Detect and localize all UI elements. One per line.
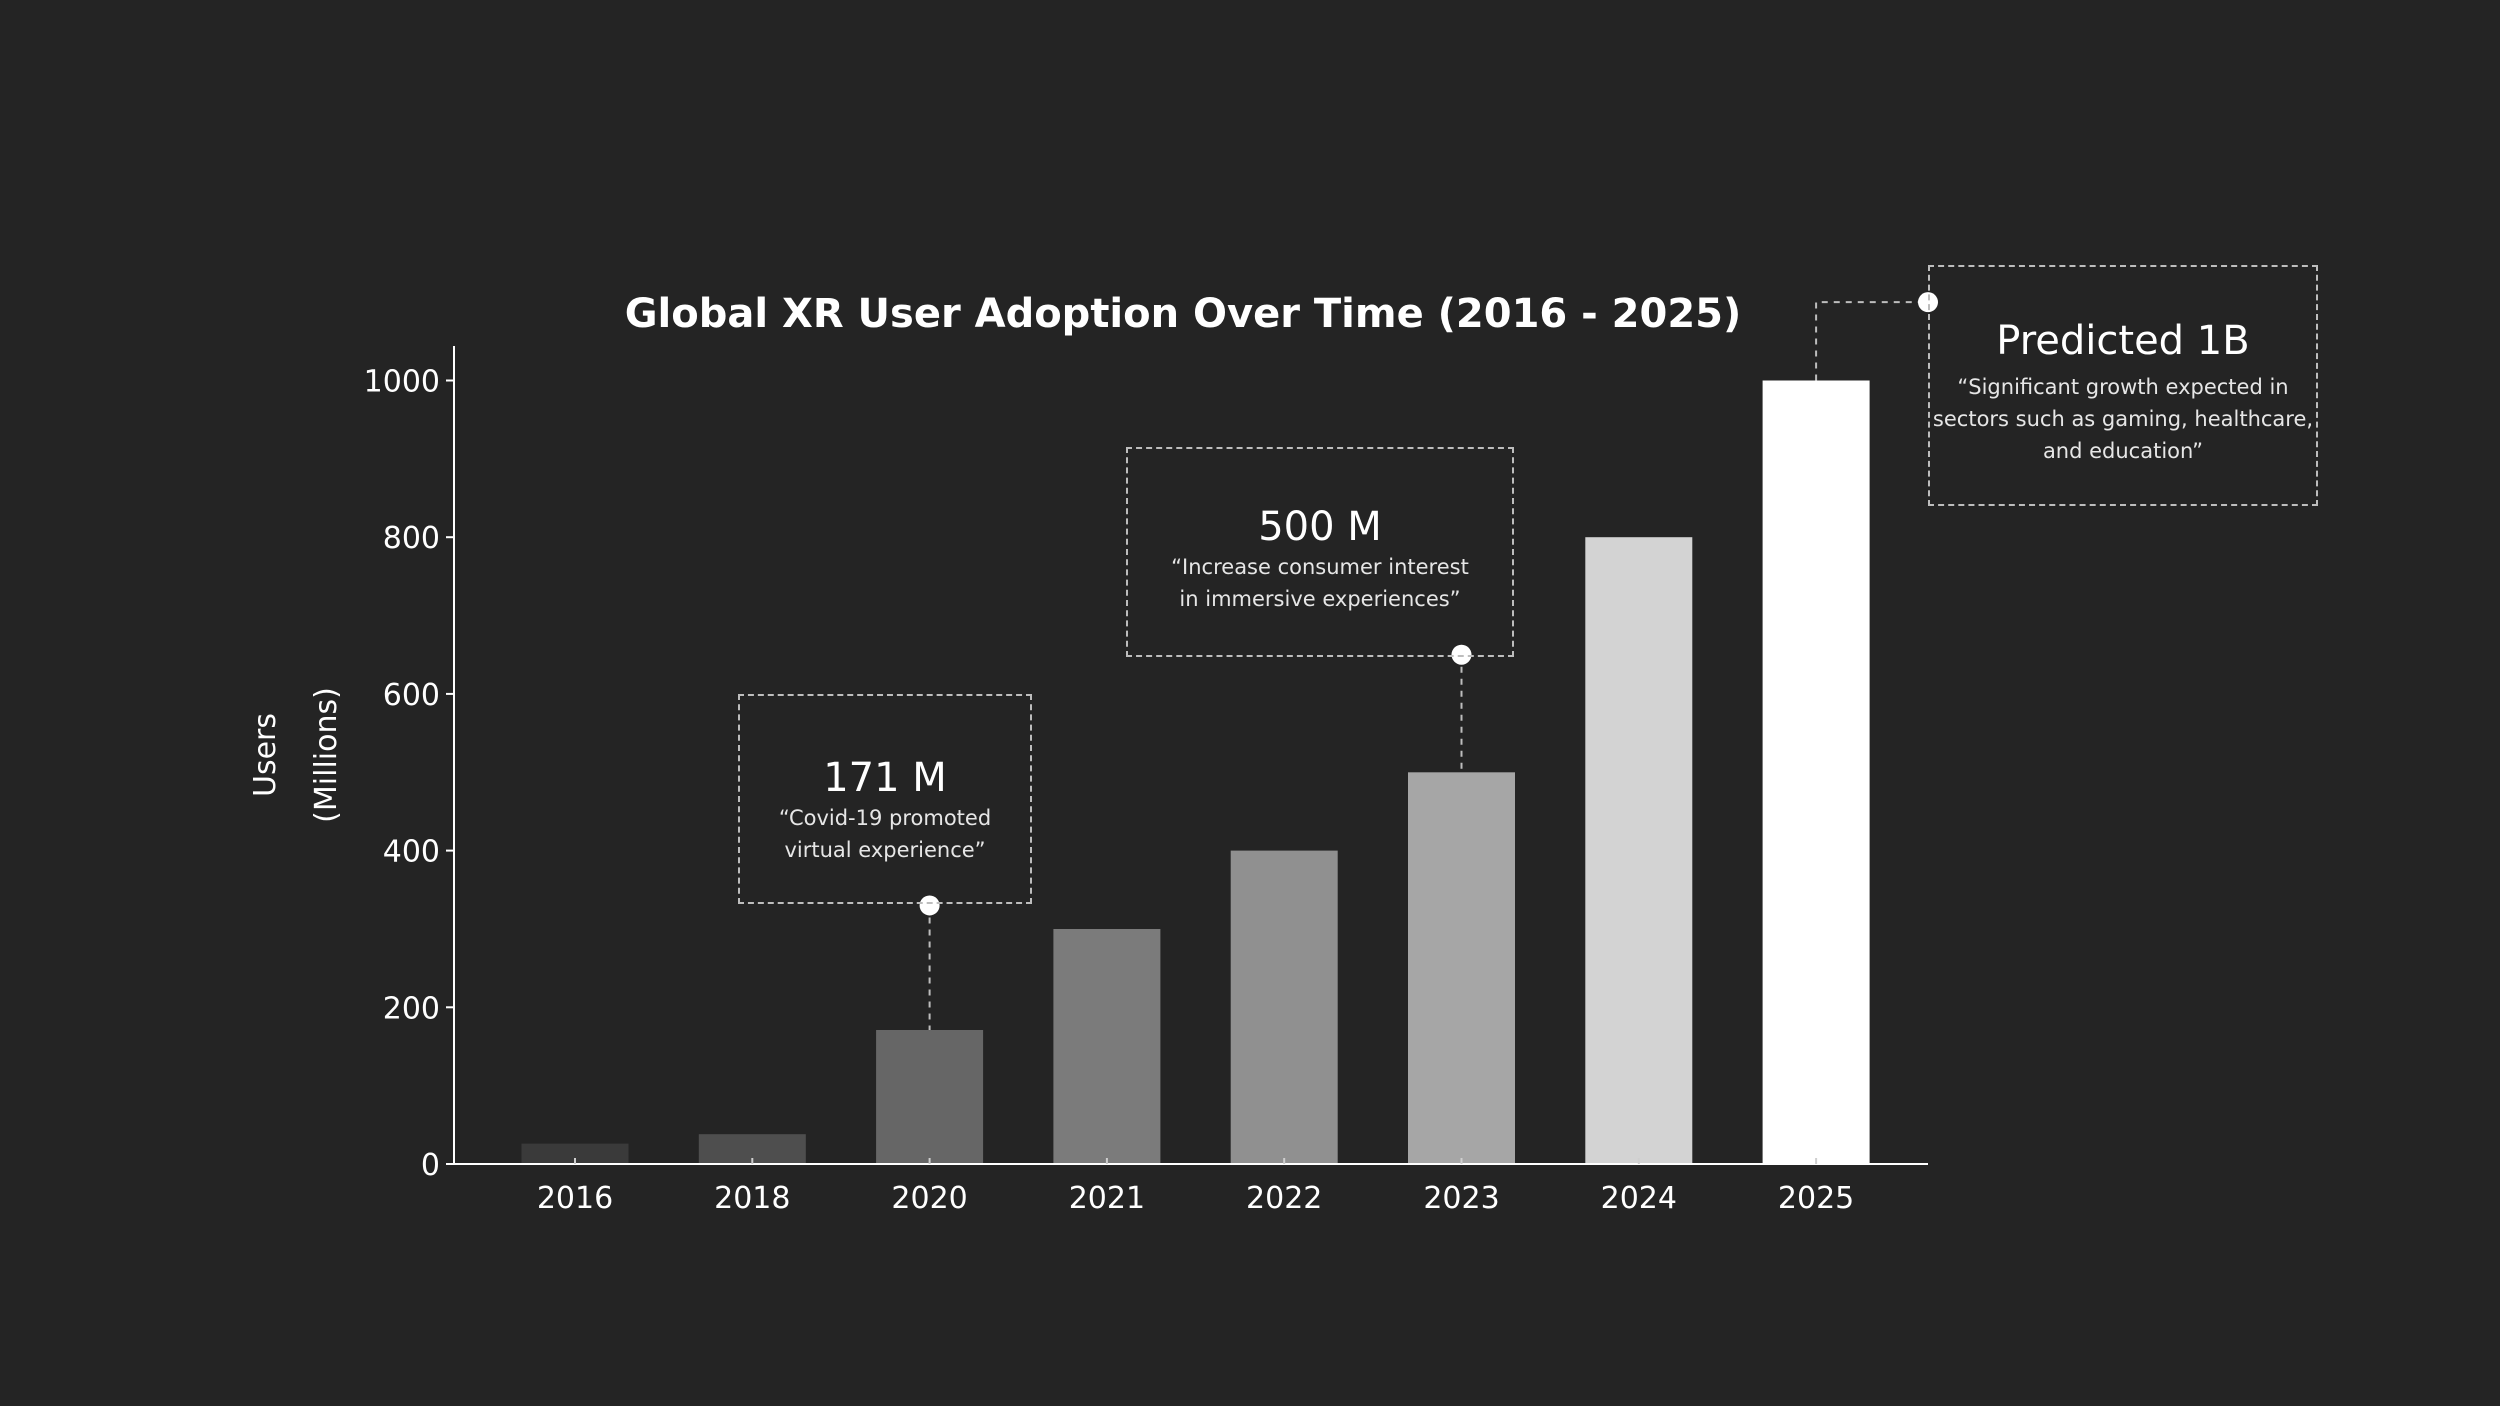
x-tick-label-2024: 2024 [1601, 1181, 1677, 1216]
y-tick-label-600: 600 [383, 678, 440, 713]
bar-2025 [1762, 380, 1870, 1164]
y-tick-label-800: 800 [383, 521, 440, 556]
annotation-2020-quote-line1: “Covid-19 promoted [778, 806, 992, 830]
x-tick-label-2018: 2018 [714, 1181, 790, 1216]
y-tick-label-1000: 1000 [364, 365, 440, 400]
bar-2022 [1230, 850, 1338, 1164]
annotation-2025: Predicted 1B “Significant growth expecte… [1928, 265, 2318, 506]
annotation-2023-quote-line1: “Increase consumer interest [1171, 555, 1469, 579]
annotation-2020-headline: 171 M [823, 755, 947, 801]
annotation-2025-quote-line1: “Significant growth expected in [1957, 375, 2289, 399]
annotation-2020-quote-line2: virtual experience” [784, 838, 986, 862]
bar-2016 [521, 1143, 629, 1164]
x-tick-label-2025: 2025 [1778, 1181, 1854, 1216]
bar-group [521, 380, 1870, 1165]
anchor-dot-2020 [919, 895, 940, 916]
y-axis-label-line2: (Millions) [309, 687, 344, 823]
x-tick-label-2023: 2023 [1423, 1181, 1499, 1216]
annotation-2025-quote-line3: and education” [2042, 439, 2204, 463]
y-tick-label-200: 200 [383, 991, 440, 1026]
bar-2023 [1408, 772, 1515, 1165]
x-tick-label-2020: 2020 [891, 1181, 967, 1216]
y-tick-label-0: 0 [421, 1148, 440, 1183]
x-tick-label-2016: 2016 [537, 1181, 613, 1216]
y-axis-label-line1: Users [248, 713, 283, 797]
annotation-2025-quote-line2: sectors such as gaming, healthcare, [1932, 407, 2314, 431]
annotation-2025-headline: Predicted 1B [1996, 318, 2250, 364]
bar-2020 [876, 1030, 984, 1164]
connector-2025 [1815, 301, 1928, 381]
chart-title: Global XR User Adoption Over Time (2016 … [625, 291, 1742, 337]
annotation-2023-quote-line2: in immersive experiences” [1179, 587, 1461, 611]
annotation-2023: 500 M “Increase consumer interest in imm… [1126, 447, 1514, 657]
annotation-2023-headline: 500 M [1258, 504, 1382, 550]
bar-2024 [1585, 537, 1693, 1164]
x-tick-label-2021: 2021 [1069, 1181, 1145, 1216]
bar-2021 [1053, 929, 1161, 1164]
x-tick-label-2022: 2022 [1246, 1181, 1322, 1216]
axes: 0 200 400 600 800 1000 2016 2018 2020 2021 2022 202… [364, 346, 1928, 1216]
anchor-dot-2023 [1451, 644, 1472, 665]
annotation-2020: 171 M “Covid-19 promoted virtual experie… [738, 694, 1032, 904]
y-tick-label-400: 400 [383, 835, 440, 870]
